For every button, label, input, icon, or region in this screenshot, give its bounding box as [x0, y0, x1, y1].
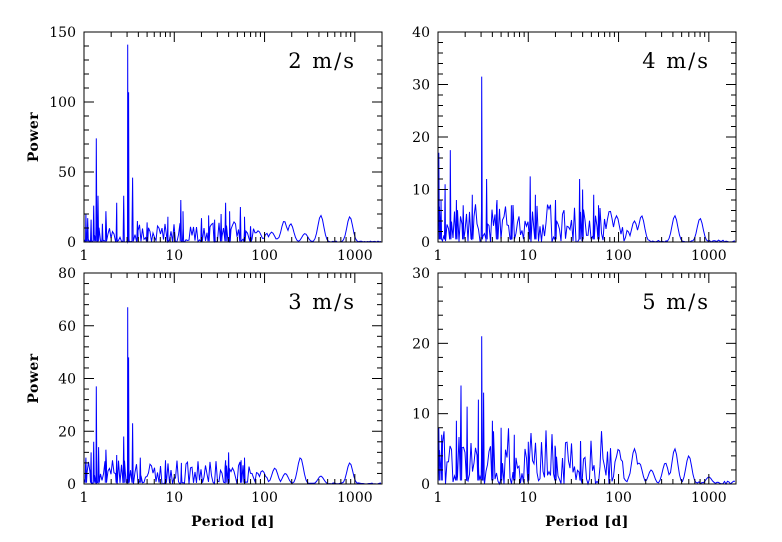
x-tick-label: 1000	[691, 490, 727, 506]
y-tick-label: 0	[67, 477, 76, 493]
y-tick-label: 20	[412, 336, 430, 352]
y-tick-label: 0	[421, 235, 430, 251]
y-tick-label: 50	[58, 165, 76, 181]
series-line	[437, 336, 735, 486]
y-tick-label: 30	[412, 266, 430, 282]
series-line	[83, 307, 382, 485]
y-axis-title: Power	[26, 353, 42, 403]
y-tick-label: 40	[58, 372, 76, 388]
y-tick-label: 10	[412, 407, 430, 423]
y-tick-label: 40	[412, 25, 430, 41]
y-tick-label: 100	[49, 95, 76, 111]
series-line	[437, 76, 736, 243]
panel-3ms: 1 10 100 1000 0 20 40 60 80 3 m/s Power Period [d]	[26, 266, 383, 530]
x-tick-label: 10	[519, 490, 537, 506]
y-tick-label: 150	[49, 25, 76, 41]
y-tick-label: 0	[67, 235, 76, 251]
panel-5ms: 1 10 100 1000 0 10 20 30 5 m/s Period [d]	[412, 266, 737, 530]
x-tick-label: 1	[80, 248, 89, 264]
x-tick-label: 1000	[337, 490, 373, 506]
panel-label: 3 m/s	[288, 290, 356, 314]
x-tick-label: 1	[80, 490, 89, 506]
x-tick-label: 100	[605, 248, 632, 264]
x-tick-label: 10	[165, 248, 183, 264]
y-tick-label: 80	[58, 266, 76, 282]
y-tick-label: 20	[412, 130, 430, 146]
x-tick-label: 1000	[337, 248, 373, 264]
plot-frame	[437, 272, 737, 485]
x-axis-title: Period [d]	[545, 514, 629, 530]
y-tick-label: 30	[412, 78, 430, 94]
x-tick-label: 10	[519, 248, 537, 264]
plot-frame	[83, 31, 383, 243]
series-line	[83, 44, 382, 244]
y-tick-label: 60	[58, 319, 76, 335]
panel-2ms: 1 10 100 1000 0 50 100 150 2 m/s Power	[26, 25, 383, 264]
x-tick-label: 10	[165, 490, 183, 506]
x-tick-label: 100	[605, 490, 632, 506]
x-tick-label: 1000	[691, 248, 727, 264]
x-tick-label: 1	[434, 490, 443, 506]
panel-label: 5 m/s	[642, 290, 710, 314]
x-tick-label: 100	[251, 248, 278, 264]
x-tick-label: 1	[434, 248, 443, 264]
y-axis-title: Power	[26, 112, 42, 162]
panel-4ms: 1 10 100 1000 0 10 20 30 40 4 m/s	[412, 25, 737, 264]
x-axis-title: Period [d]	[191, 514, 275, 530]
x-tick-label: 100	[251, 490, 278, 506]
y-tick-label: 10	[412, 183, 430, 199]
panel-label: 2 m/s	[288, 49, 356, 73]
panel-label: 4 m/s	[642, 49, 710, 73]
y-tick-label: 20	[58, 424, 76, 440]
y-tick-label: 0	[421, 477, 430, 493]
